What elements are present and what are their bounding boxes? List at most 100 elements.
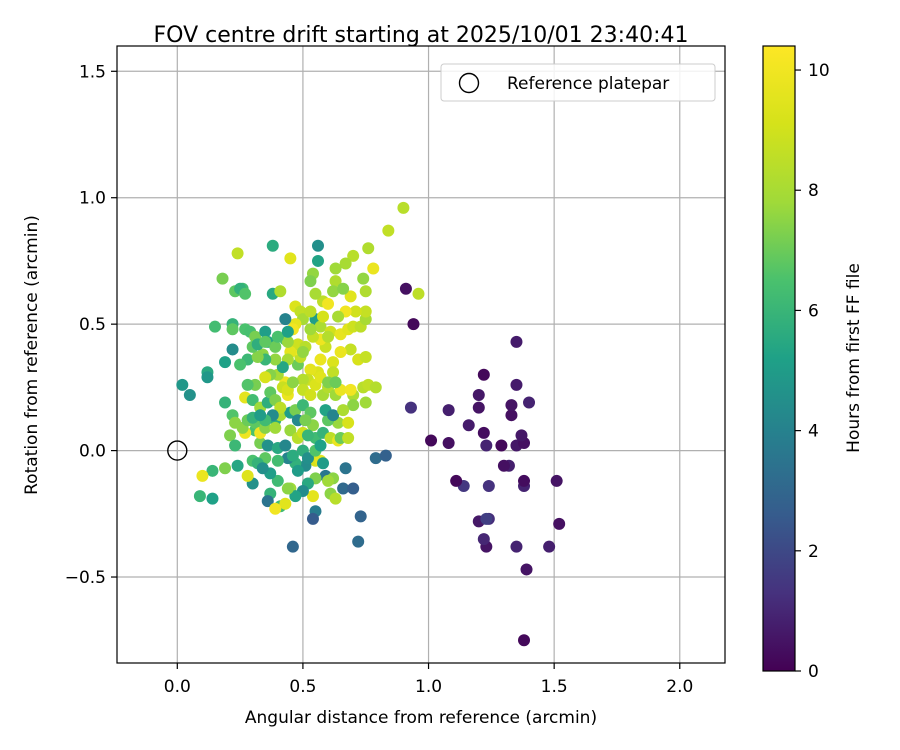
data-point <box>327 366 340 379</box>
data-point <box>229 439 242 452</box>
data-point <box>279 313 292 326</box>
x-axis: 0.0 0.5 1.0 1.5 2.0 <box>164 663 693 697</box>
data-point <box>344 383 357 396</box>
data-point <box>304 323 317 336</box>
data-point <box>497 459 510 472</box>
colorbar-label: Hours from first FF file <box>844 263 864 453</box>
data-point <box>322 297 335 310</box>
data-point <box>276 361 289 374</box>
data-point <box>518 474 531 487</box>
data-point <box>231 247 244 260</box>
plot-frame <box>116 45 726 664</box>
data-point <box>347 399 360 412</box>
data-point <box>520 563 533 576</box>
data-point <box>382 224 395 237</box>
data-point <box>550 474 563 487</box>
y-tick-label: 0.0 <box>79 442 106 462</box>
data-point <box>269 502 282 515</box>
data-point <box>281 335 294 348</box>
data-point <box>304 275 317 288</box>
data-point <box>367 262 380 275</box>
data-point <box>281 482 294 495</box>
data-point <box>301 452 314 465</box>
x-tick-label: 1.5 <box>541 677 568 697</box>
data-point <box>407 318 420 331</box>
data-point <box>219 396 232 409</box>
data-point <box>359 396 372 409</box>
data-point <box>259 335 272 348</box>
data-point <box>337 404 350 417</box>
data-point <box>304 388 317 401</box>
data-point <box>477 368 490 381</box>
data-point <box>510 378 523 391</box>
data-point <box>462 419 475 432</box>
colorbar-tick-label: 10 <box>808 61 830 81</box>
data-point <box>269 353 282 366</box>
data-point <box>266 239 279 252</box>
data-point <box>301 429 314 442</box>
data-point <box>271 474 284 487</box>
data-point <box>269 340 282 353</box>
data-point <box>216 272 229 285</box>
data-point <box>339 462 352 475</box>
data-point <box>241 378 254 391</box>
data-point <box>231 459 244 472</box>
data-point <box>274 285 287 298</box>
data-point <box>505 409 518 422</box>
data-point <box>284 252 297 265</box>
data-point <box>206 492 219 505</box>
data-point <box>329 262 342 275</box>
grid <box>117 46 725 663</box>
data-point <box>296 373 309 386</box>
data-point <box>327 285 340 298</box>
y-tick-label: 1.5 <box>79 62 106 82</box>
data-point <box>226 323 239 336</box>
data-point <box>480 512 493 525</box>
data-point <box>183 388 196 401</box>
data-point <box>314 439 327 452</box>
data-point <box>271 330 284 343</box>
data-point <box>553 517 566 530</box>
data-point <box>482 479 495 492</box>
data-point <box>259 325 272 338</box>
data-point <box>510 540 523 553</box>
data-point <box>299 414 312 427</box>
data-point <box>176 378 189 391</box>
colorbar-tick-label: 6 <box>808 301 819 321</box>
data-point <box>344 290 357 303</box>
data-point <box>254 409 267 422</box>
reference-platepar-marker <box>167 440 188 461</box>
data-point <box>362 242 375 255</box>
data-point <box>352 535 365 548</box>
data-point <box>284 424 297 437</box>
data-point <box>347 482 360 495</box>
data-point <box>286 449 299 462</box>
data-point <box>480 439 493 452</box>
data-point <box>322 330 335 343</box>
data-point <box>510 335 523 348</box>
x-tick-label: 0.5 <box>289 677 316 697</box>
x-tick-label: 1.0 <box>415 677 442 697</box>
data-point <box>311 239 324 252</box>
data-point <box>281 325 294 338</box>
colorbar-tick-label: 2 <box>808 542 819 562</box>
data-point <box>354 510 367 523</box>
colorbar-tick-label: 4 <box>808 422 819 442</box>
data-point <box>369 452 382 465</box>
data-point <box>334 345 347 358</box>
data-point <box>269 421 282 434</box>
data-point <box>442 437 455 450</box>
data-point <box>332 310 345 323</box>
data-point <box>208 320 221 333</box>
data-point <box>505 399 518 412</box>
data-point <box>477 533 490 546</box>
colorbar-tick-label: 8 <box>808 181 819 201</box>
data-point <box>399 282 412 295</box>
data-point <box>279 497 292 510</box>
colorbar-tick-label: 0 <box>808 662 819 682</box>
data-point <box>241 469 254 482</box>
data-point <box>251 351 264 364</box>
data-point <box>279 439 292 452</box>
data-point <box>219 356 232 369</box>
data-point <box>339 257 352 270</box>
